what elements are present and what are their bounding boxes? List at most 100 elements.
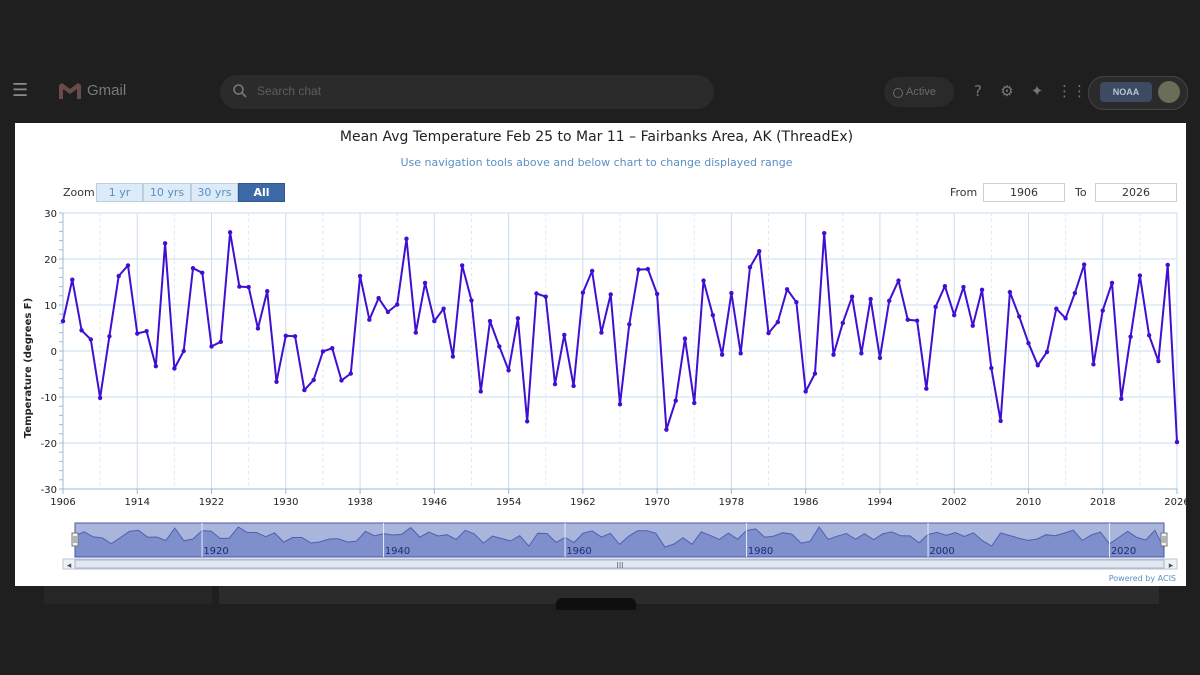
data-point xyxy=(181,348,186,354)
zoom-all-button[interactable]: All xyxy=(238,183,285,202)
data-point xyxy=(701,278,706,283)
search-bar[interactable] xyxy=(220,75,714,109)
data-point xyxy=(200,270,205,275)
data-point xyxy=(1109,280,1115,286)
from-year-input[interactable]: 1906 xyxy=(983,183,1065,202)
data-point xyxy=(757,248,762,254)
y-tick-label: 30 xyxy=(44,209,57,220)
data-point xyxy=(1007,289,1013,295)
status-dot-icon xyxy=(893,88,903,98)
data-point xyxy=(1081,262,1087,267)
scroll-left-arrow-icon[interactable]: ◂ xyxy=(67,561,72,571)
data-point xyxy=(450,354,456,359)
noaa-account-badge[interactable]: NOAA xyxy=(1100,82,1152,102)
data-point xyxy=(654,291,660,297)
data-point xyxy=(961,284,966,290)
data-point xyxy=(543,294,548,299)
data-point xyxy=(283,333,288,339)
to-label: To xyxy=(1075,186,1087,199)
powered-by-acis-link[interactable]: Powered by ACIS xyxy=(1108,574,1176,583)
data-point xyxy=(989,365,994,371)
main-menu-icon[interactable]: ☰ xyxy=(12,80,29,101)
settings-gear-icon[interactable]: ⚙ xyxy=(1000,82,1014,100)
gmail-logo-icon xyxy=(59,83,81,99)
data-point xyxy=(831,352,836,357)
data-point xyxy=(952,312,957,318)
data-point xyxy=(719,352,725,357)
data-point xyxy=(135,331,140,336)
scroll-right-arrow-icon[interactable]: ▸ xyxy=(1169,561,1174,571)
temperature-chart[interactable]: -30 -20 -10 0 10 20 30 1906 1914 1922 1930 1938 1946… xyxy=(15,123,1186,586)
help-icon[interactable]: ? xyxy=(974,82,982,100)
data-point xyxy=(172,366,177,371)
y-axis-label: Temperature (degrees F) xyxy=(23,298,34,438)
chat-bottom-bar xyxy=(219,586,1159,604)
data-point xyxy=(1026,340,1031,346)
navigator-left-handle[interactable] xyxy=(71,532,79,547)
x-tick-label: 1970 xyxy=(644,497,669,508)
navigator-scrollbar-thumb[interactable] xyxy=(74,559,1165,569)
data-point xyxy=(1174,439,1180,445)
apps-grid-icon[interactable]: ⋮⋮ xyxy=(1057,82,1087,100)
from-label: From xyxy=(950,186,978,199)
navigator-tick-label: 2020 xyxy=(1111,546,1136,557)
data-point xyxy=(738,351,743,356)
data-point xyxy=(60,318,66,324)
data-point xyxy=(775,319,781,325)
data-point xyxy=(524,419,530,424)
data-point xyxy=(469,298,474,303)
y-tick-label: 20 xyxy=(44,255,57,266)
data-point xyxy=(896,278,901,283)
navigator-tick-label: 1920 xyxy=(203,546,228,557)
x-tick-label: 1962 xyxy=(570,497,595,508)
navigator-tick-label: 2000 xyxy=(929,546,954,557)
data-point xyxy=(942,283,948,289)
x-tick-label: 1922 xyxy=(199,497,224,508)
data-point xyxy=(571,383,576,389)
navigator-series-area xyxy=(74,526,1165,558)
zoom-1yr-button[interactable]: 1 yr xyxy=(96,183,143,202)
data-point xyxy=(729,290,734,296)
data-point xyxy=(413,330,418,335)
data-point xyxy=(70,277,75,282)
data-point xyxy=(673,398,678,403)
to-year-input[interactable]: 2026 xyxy=(1095,183,1177,202)
data-point xyxy=(859,351,864,356)
data-point xyxy=(97,395,103,401)
x-tick-label: 2002 xyxy=(941,497,966,508)
x-tick-label: 1938 xyxy=(347,497,372,508)
search-input[interactable]: Search chat xyxy=(257,84,322,98)
x-tick-label: 1978 xyxy=(719,497,744,508)
data-point xyxy=(311,377,316,383)
x-tick-label: 1906 xyxy=(50,497,75,508)
data-point xyxy=(506,368,511,373)
data-point xyxy=(840,320,845,326)
y-tick-label: 0 xyxy=(51,347,57,358)
data-point xyxy=(1119,396,1124,402)
zoom-10yrs-button[interactable]: 10 yrs xyxy=(143,183,191,202)
avatar[interactable] xyxy=(1158,81,1180,103)
data-point xyxy=(617,402,623,407)
gemini-sparkle-icon[interactable]: ✦ xyxy=(1030,82,1044,100)
x-tick-label: 2026 xyxy=(1164,497,1186,508)
data-point xyxy=(682,336,688,341)
navigator-right-handle[interactable] xyxy=(1160,532,1168,547)
search-icon[interactable] xyxy=(232,83,248,99)
y-tick-label: -30 xyxy=(41,485,57,496)
data-point xyxy=(580,290,586,295)
data-point xyxy=(1137,273,1143,278)
x-tick-label: 1946 xyxy=(422,497,447,508)
x-tick-label: 1994 xyxy=(867,497,892,508)
data-point xyxy=(1016,314,1022,319)
data-point xyxy=(710,312,716,318)
data-point xyxy=(933,304,938,310)
data-point xyxy=(692,400,697,406)
zoom-30yrs-button[interactable]: 30 yrs xyxy=(191,183,238,202)
data-point xyxy=(348,371,353,376)
data-point xyxy=(218,339,224,344)
data-point xyxy=(227,230,233,235)
data-point xyxy=(803,389,808,394)
navigator-tick-label: 1940 xyxy=(385,546,410,557)
data-point xyxy=(79,328,84,333)
data-point xyxy=(357,273,363,279)
